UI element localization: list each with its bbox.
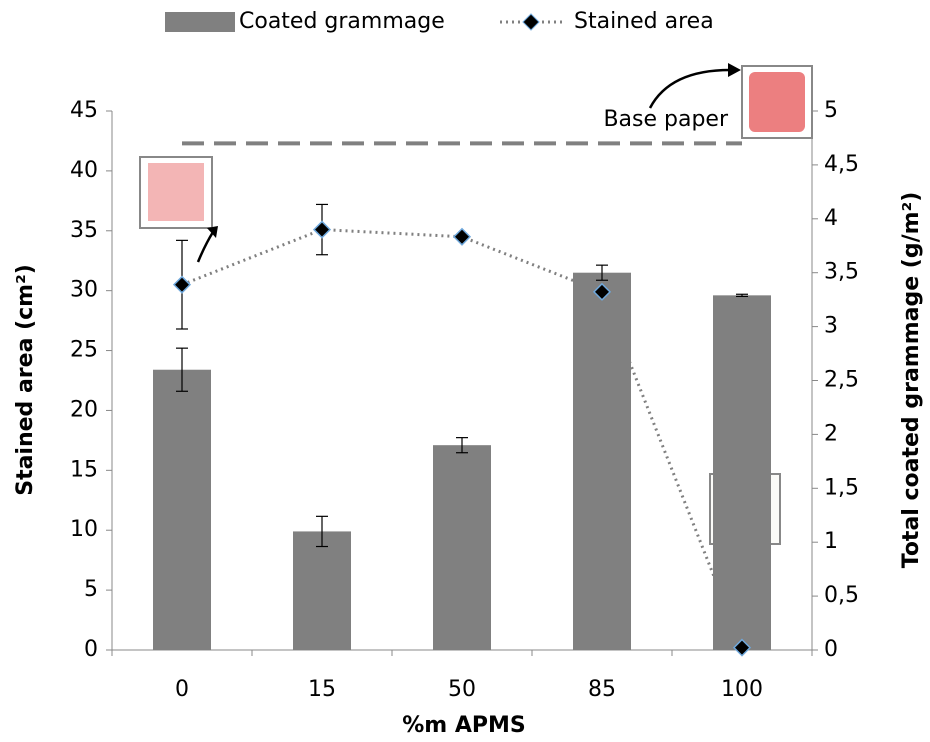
marker — [172, 275, 192, 294]
x-axis-title: %m APMS — [402, 713, 526, 738]
y-tick-label: 35 — [70, 218, 98, 243]
y-tick-label: 20 — [70, 397, 98, 422]
y2-tick-label: 3,5 — [824, 260, 859, 285]
y2-tick-label: 0 — [824, 637, 838, 662]
y-tick-label: 25 — [70, 338, 98, 363]
y-tick-label: 45 — [70, 98, 98, 123]
marker — [732, 638, 752, 657]
y2-tick-label: 2 — [824, 421, 838, 446]
y-tick-label: 0 — [84, 637, 98, 662]
legend-marker — [522, 13, 540, 31]
y-tick-label: 15 — [70, 457, 98, 482]
x-tick-label: 50 — [448, 677, 476, 702]
reference-label: Base paper — [603, 107, 729, 132]
y-tick-label: 40 — [70, 158, 98, 183]
y2-tick-label: 1 — [824, 529, 838, 554]
bar — [153, 369, 211, 650]
bar — [573, 272, 631, 650]
y2-tick-label: 5 — [824, 98, 838, 123]
y2-tick-label: 4,5 — [824, 152, 859, 177]
legend-label: Stained area — [574, 9, 714, 34]
stain — [148, 163, 204, 221]
marker — [592, 282, 612, 301]
y2-axis-title: Total coated grammage (g/m²) — [899, 192, 924, 569]
legend-swatch — [165, 12, 235, 32]
bar — [293, 531, 351, 650]
bar — [433, 445, 491, 650]
x-tick-label: 100 — [721, 677, 763, 702]
y-tick-label: 30 — [70, 278, 98, 303]
y-tick-label: 10 — [70, 517, 98, 542]
arrow-head — [728, 63, 741, 77]
arrow — [196, 231, 215, 263]
arrow — [648, 68, 731, 109]
legend-label: Coated grammage — [239, 9, 445, 34]
y2-tick-label: 2,5 — [824, 368, 859, 393]
bar — [713, 295, 771, 650]
x-tick-label: 15 — [308, 677, 336, 702]
y2-tick-label: 1,5 — [824, 475, 859, 500]
x-tick-label: 85 — [588, 677, 616, 702]
arrow-head — [207, 226, 218, 238]
stain — [749, 72, 805, 132]
marker — [452, 227, 472, 246]
y-axis-title: Stained area (cm²) — [13, 264, 38, 496]
y2-tick-label: 4 — [824, 206, 838, 231]
x-tick-label: 0 — [175, 677, 189, 702]
marker — [312, 220, 332, 239]
y2-tick-label: 3 — [824, 314, 838, 339]
y-tick-label: 5 — [84, 577, 98, 602]
y2-tick-label: 0,5 — [824, 583, 859, 608]
